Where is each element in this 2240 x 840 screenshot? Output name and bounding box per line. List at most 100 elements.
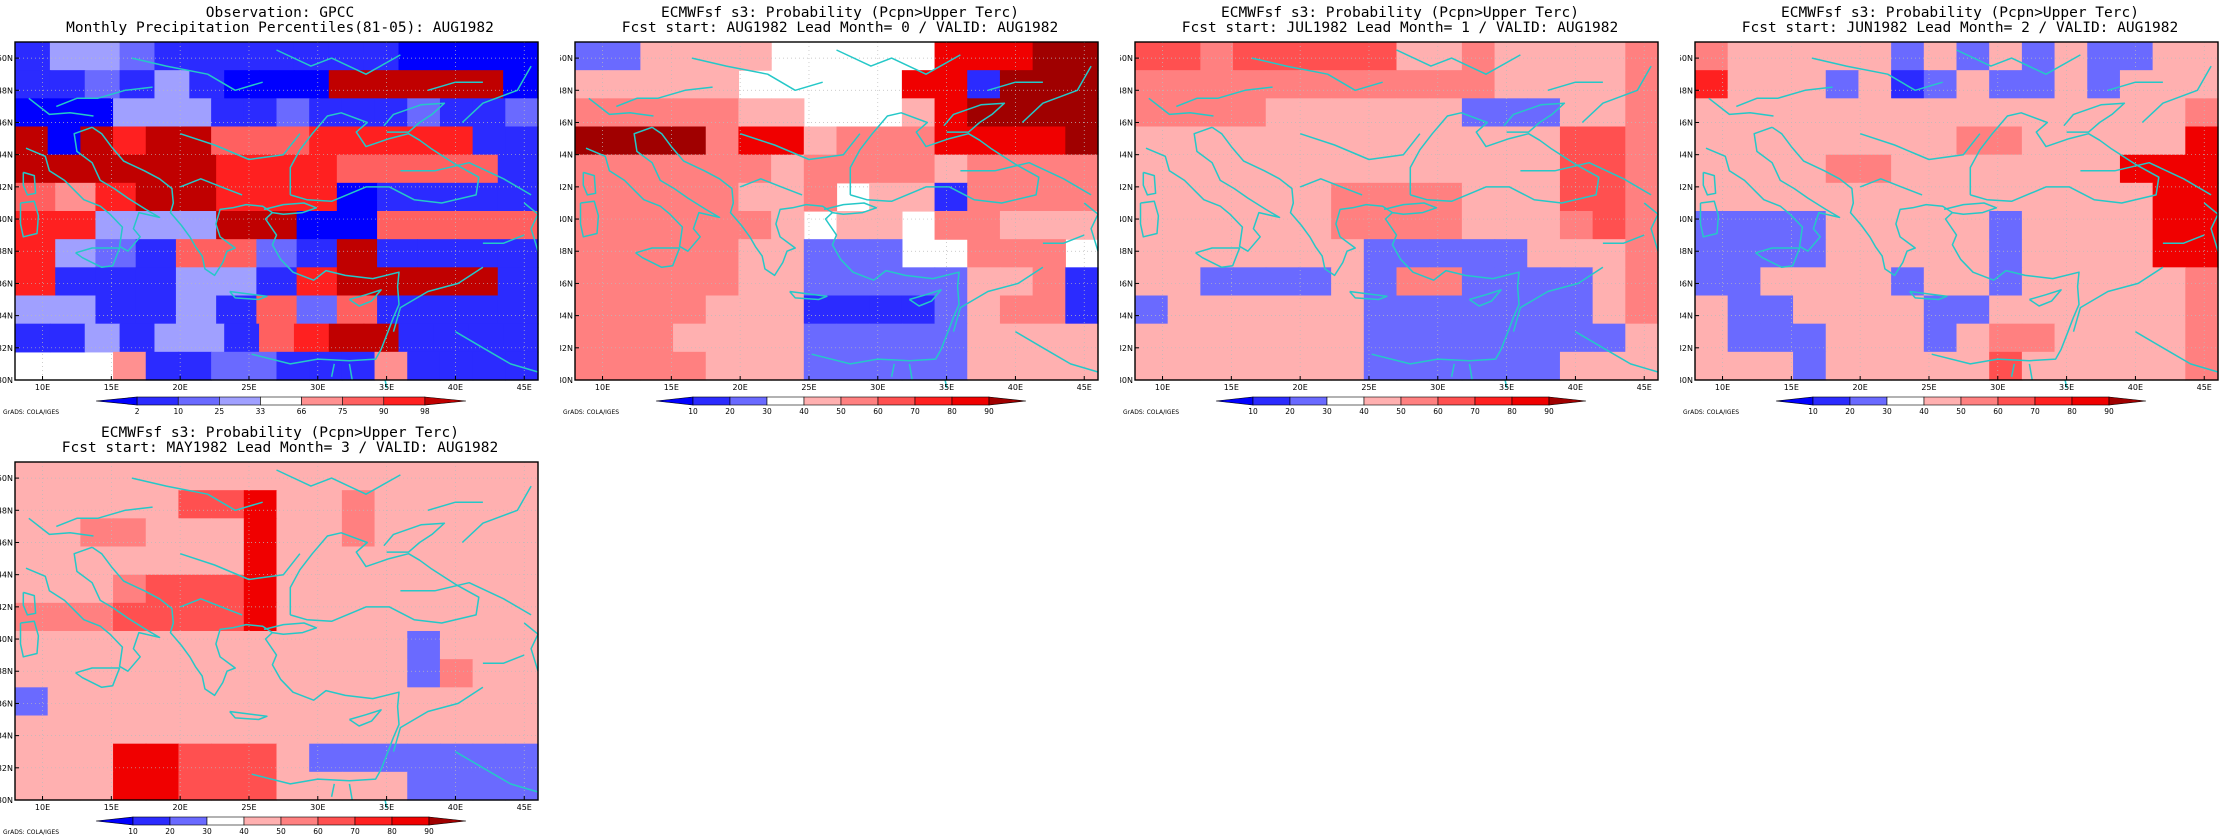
grid-cell	[705, 70, 740, 99]
colorbar-label: 25	[215, 407, 225, 416]
coastline	[25, 126, 161, 252]
grid-cell	[2152, 182, 2186, 212]
grid-cell	[178, 574, 212, 604]
grid-cell	[1494, 351, 1528, 381]
grid-cell	[309, 687, 343, 717]
grid-cell	[2119, 295, 2154, 325]
coastline	[1468, 363, 1473, 381]
grid-cell	[2152, 239, 2186, 268]
grid-cell	[216, 267, 257, 297]
grid-cell	[256, 295, 298, 325]
grid-cell	[113, 771, 147, 801]
grid-cell	[1923, 211, 1958, 240]
lat-tick-label: 34N	[1680, 312, 1693, 321]
coastline	[635, 247, 681, 269]
grid-cell	[1858, 154, 1892, 184]
grid-cell	[417, 182, 459, 212]
grid-cell	[505, 462, 539, 491]
grid-cell	[1363, 126, 1398, 156]
grid-cell	[2119, 239, 2154, 268]
grid-cell	[1592, 126, 1626, 156]
grid-cell	[640, 98, 674, 128]
grid-cell	[457, 239, 499, 268]
coastline	[482, 654, 525, 664]
grid-cell	[293, 70, 330, 99]
coastline	[1468, 289, 1502, 307]
grid-cell	[2054, 239, 2088, 268]
grid-cell	[1135, 267, 1169, 297]
grid-cell	[472, 126, 506, 156]
grid-cell	[1429, 351, 1463, 381]
grid-cell	[705, 267, 740, 297]
grid-cell	[505, 98, 539, 128]
lon-tick-label: 25E	[241, 383, 256, 392]
grid-cell	[1233, 239, 1267, 268]
grid-cell	[113, 126, 147, 156]
footer-text: GrADS: COLA/IGES	[3, 829, 59, 836]
grid-cell	[472, 546, 506, 576]
grid-cell	[1923, 42, 1958, 71]
grid-cell	[738, 267, 772, 297]
grid-cell	[836, 126, 870, 156]
lon-tick-label: 15E	[1224, 383, 1239, 392]
coastline	[56, 86, 153, 108]
grid-cell	[1233, 211, 1267, 240]
grid-cell	[47, 574, 81, 604]
grid-cell	[189, 70, 225, 99]
colorbar-label: 10	[1248, 407, 1258, 416]
colorbar-segment	[1812, 396, 1851, 406]
grid-cell	[377, 211, 418, 240]
grid-cell	[472, 490, 506, 519]
grid-cell	[1625, 182, 1659, 212]
grid-cell	[336, 211, 378, 240]
coastline	[263, 622, 318, 635]
coastline	[383, 522, 446, 553]
grid-cell	[901, 323, 936, 353]
grid-cell	[1363, 239, 1398, 268]
lon-tick-label: 40E	[448, 803, 463, 812]
grid-cell	[296, 182, 338, 212]
lat-tick-label: 42N	[0, 603, 13, 612]
grid-cell	[243, 462, 278, 491]
colorbar-segment	[177, 396, 220, 406]
coastline	[2063, 102, 2126, 133]
grid-cell	[2119, 211, 2154, 240]
grid-cell	[328, 42, 365, 71]
coastline	[482, 234, 525, 244]
grid-cell	[803, 267, 838, 297]
colorbar-segment	[692, 396, 731, 406]
grid-cell	[1527, 211, 1561, 240]
grid-cell	[1298, 295, 1332, 325]
grid-cell	[640, 239, 674, 268]
grid-cell	[472, 659, 506, 688]
grid-cell	[296, 239, 338, 268]
grid-cell	[1396, 295, 1430, 325]
grid-cell	[80, 771, 114, 801]
grid-cell	[999, 42, 1034, 71]
grid-cell	[640, 182, 674, 212]
colorbar-label: 70	[1470, 407, 1480, 416]
grid-cell	[2021, 154, 2056, 184]
grid-cell	[1793, 323, 1827, 353]
grid-cell	[472, 351, 506, 381]
coastline	[2203, 202, 2219, 252]
grid-cell	[1825, 267, 1860, 297]
grid-cell	[178, 687, 212, 717]
grid-cell	[407, 631, 441, 660]
coastline	[289, 112, 480, 204]
grid-cell	[113, 98, 147, 128]
panel-title-line1: Observation: GPCC	[205, 5, 355, 21]
coastline	[1042, 234, 1085, 244]
lon-tick-label: 40E	[2128, 383, 2143, 392]
grid-cell	[1396, 126, 1430, 156]
grid-cell	[398, 323, 434, 353]
grid-cell	[1396, 42, 1430, 71]
probability-map: 30N 32N 34N 36N 38N 40N 42N 44N 46N 48N 50N 10E 15E 2…	[1120, 41, 1659, 416]
grid-cell	[341, 771, 376, 801]
grid-cell	[407, 687, 441, 717]
colorbar-segment	[317, 816, 356, 826]
lon-tick-label: 15E	[1784, 383, 1799, 392]
grid-cell	[999, 211, 1034, 240]
colorbar-segment	[803, 396, 842, 406]
grid-cell	[2152, 295, 2186, 325]
